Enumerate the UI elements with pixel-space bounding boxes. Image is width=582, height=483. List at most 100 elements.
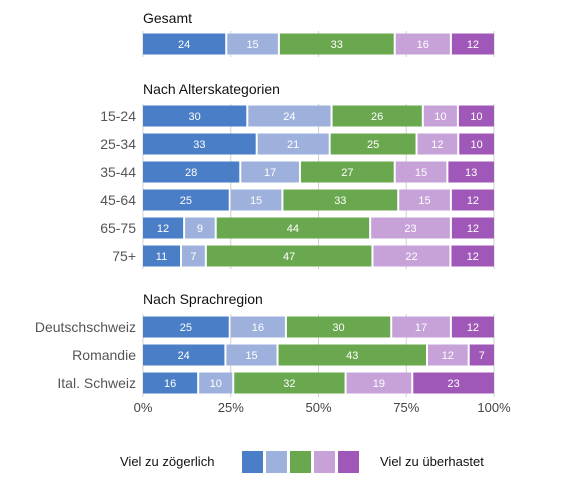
bar-segment <box>392 316 450 338</box>
legend-swatch <box>242 451 263 473</box>
bar-segment <box>230 189 282 211</box>
bar-value-label: 15 <box>245 350 257 362</box>
bar-segment <box>451 245 494 267</box>
bar-value-label: 16 <box>164 378 176 390</box>
bar-segment <box>143 161 240 183</box>
bar-segment <box>451 217 494 239</box>
bar-value-label: 24 <box>178 350 190 362</box>
bar-value-label: 15 <box>250 195 262 207</box>
bar-value-label: 22 <box>405 251 417 263</box>
x-tick-label: 50% <box>305 400 331 415</box>
legend-swatch <box>338 451 359 473</box>
bar-segment <box>427 344 468 366</box>
bar-segment <box>413 372 494 394</box>
bar-segment <box>451 316 494 338</box>
bar-value-label: 19 <box>373 378 385 390</box>
bar-value-label: 30 <box>189 111 201 123</box>
bar-value-label: 13 <box>465 167 477 179</box>
bar-segment <box>216 217 370 239</box>
bar-segment <box>451 33 494 55</box>
bar-value-label: 44 <box>287 223 299 235</box>
row-label: 25-34 <box>100 136 136 152</box>
bar-value-label: 17 <box>415 322 427 334</box>
bar-value-label: 23 <box>448 378 460 390</box>
bar-segment <box>143 372 198 394</box>
bar-segment <box>371 217 450 239</box>
bar-value-label: 24 <box>178 39 190 51</box>
bar-segment <box>395 33 450 55</box>
bar-value-label: 43 <box>346 350 358 362</box>
bar-value-label: 16 <box>417 39 429 51</box>
legend: Viel zu zögerlich Viel zu überhastet <box>120 451 484 473</box>
section-title: Nach Alterskategorien <box>143 81 280 97</box>
bar-segment <box>257 133 329 155</box>
bar-segment <box>300 161 394 183</box>
bar-value-label: 15 <box>415 167 427 179</box>
bar-segment <box>330 133 416 155</box>
bar-segment <box>226 344 277 366</box>
x-tick-label: 100% <box>477 400 511 415</box>
legend-swatch <box>266 451 287 473</box>
bar-segment <box>143 344 225 366</box>
bar-value-label: 30 <box>332 322 344 334</box>
bar-value-label: 9 <box>197 223 203 235</box>
legend-right-label: Viel zu überhastet <box>380 454 484 469</box>
row-label: 15-24 <box>100 108 136 124</box>
bar-segment <box>230 316 285 338</box>
row-label: Ital. Schweiz <box>57 375 136 391</box>
bars: 24 15 33 16 12 30 24 26 10 10 33 21 25 12 10 28 17 27 15 13… <box>143 33 494 394</box>
bar-value-label: 33 <box>331 39 343 51</box>
bar-value-label: 17 <box>264 167 276 179</box>
bar-value-label: 12 <box>431 139 443 151</box>
bar-segment <box>227 33 278 55</box>
bar-value-label: 11 <box>156 251 167 263</box>
section-title: Gesamt <box>143 10 192 26</box>
bar-value-label: 21 <box>287 139 299 151</box>
bar-value-label: 47 <box>283 251 295 263</box>
bar-value-label: 12 <box>467 39 479 51</box>
bar-segment <box>143 133 256 155</box>
bar-segment <box>182 245 205 267</box>
bar-value-label: 25 <box>180 322 192 334</box>
x-tick-label: 75% <box>393 400 419 415</box>
bar-value-label: 12 <box>157 223 169 235</box>
bar-segment <box>286 316 391 338</box>
section-title: Nach Sprachregion <box>143 291 263 307</box>
bar-value-label: 33 <box>193 139 205 151</box>
bar-value-label: 27 <box>341 167 353 179</box>
bar-segment <box>185 217 215 239</box>
bar-segment <box>458 105 494 127</box>
bar-value-label: 12 <box>467 195 479 207</box>
bar-segment <box>143 245 180 267</box>
bar-segment <box>199 372 233 394</box>
bar-segment <box>399 189 450 211</box>
legend-swatch <box>314 451 335 473</box>
bar-segment <box>241 161 299 183</box>
row-label: Romandie <box>72 347 136 363</box>
bar-segment <box>346 372 412 394</box>
bar-segment <box>451 189 494 211</box>
x-tick-label: 0% <box>134 400 153 415</box>
bar-value-label: 10 <box>470 139 482 151</box>
x-axis-ticks: 0% 25% 50% 75% 100% <box>134 400 511 415</box>
bar-segment <box>283 189 398 211</box>
bar-segment <box>143 189 229 211</box>
bar-value-label: 25 <box>367 139 379 151</box>
bar-value-label: 26 <box>371 111 383 123</box>
bar-segment <box>234 372 345 394</box>
legend-left-label: Viel zu zögerlich <box>120 454 214 469</box>
bar-segment <box>469 344 494 366</box>
bar-value-label: 25 <box>180 195 192 207</box>
bar-segment <box>248 105 331 127</box>
bar-segment <box>373 245 450 267</box>
bar-segment <box>459 133 494 155</box>
bar-value-label: 12 <box>442 350 454 362</box>
bar-segment <box>448 161 494 183</box>
row-label: 65-75 <box>100 220 136 236</box>
bar-value-label: 23 <box>404 223 416 235</box>
bar-value-label: 10 <box>434 111 446 123</box>
bar-value-label: 10 <box>470 111 482 123</box>
x-tick-label: 25% <box>218 400 244 415</box>
bar-segment <box>423 105 457 127</box>
